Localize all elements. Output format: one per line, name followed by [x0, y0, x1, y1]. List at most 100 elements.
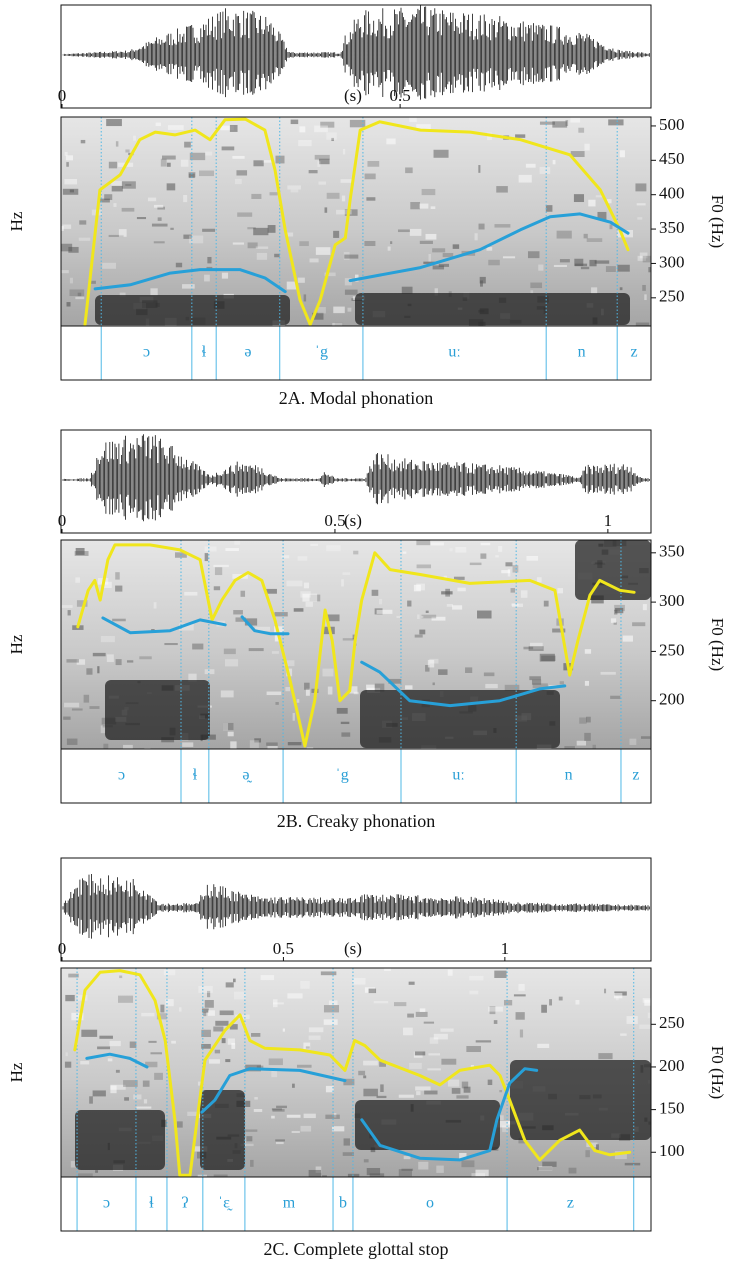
y-tick-label: 400 [659, 184, 685, 203]
spectrogram-texture [309, 258, 319, 263]
spectrogram-texture [584, 680, 590, 686]
waveform [62, 874, 650, 939]
spectrogram-texture [187, 1111, 201, 1117]
spectrogram-texture [65, 1052, 68, 1057]
spectrogram-texture [424, 1090, 438, 1095]
spectrogram-texture [166, 183, 176, 191]
spectrogram-texture [419, 240, 433, 244]
y-tick-label: 150 [659, 1099, 685, 1118]
spectrogram-texture [89, 1096, 93, 1104]
spectrogram-texture [342, 148, 346, 155]
spectrogram-texture [416, 540, 431, 546]
spectrogram-texture [319, 158, 330, 165]
spectrogram-texture [639, 1024, 651, 1029]
spectrogram-texture [480, 553, 487, 559]
spectrogram-texture [419, 629, 426, 635]
segment-label: ə̰ [242, 767, 252, 784]
spectrogram-texture [474, 233, 478, 241]
spectrogram-texture [126, 660, 134, 663]
spectrogram-texture [184, 141, 191, 148]
spectrogram-texture [320, 971, 337, 976]
spectrogram-texture [647, 1012, 651, 1019]
spectrogram-texture [214, 1049, 221, 1054]
spectrogram-texture [513, 994, 526, 997]
spectrogram-texture [595, 195, 603, 198]
spectrogram-texture [398, 1169, 412, 1177]
spectrogram-texture [188, 173, 195, 179]
spectrogram-texture [223, 648, 236, 655]
segment-label: n [578, 344, 586, 361]
spectrogram-texture [206, 266, 213, 270]
spectrogram-texture [415, 1086, 431, 1091]
spectrogram-texture [70, 1161, 78, 1168]
spectrogram-texture [451, 1088, 461, 1094]
spectrogram-texture [136, 217, 147, 220]
spectrogram-texture [609, 224, 613, 230]
spectrogram-texture [421, 188, 436, 196]
spectrogram-texture [266, 742, 278, 746]
spectrogram-texture [570, 151, 585, 158]
spectrogram-texture [489, 1006, 496, 1015]
spectrogram-texture [305, 688, 310, 696]
spectrogram-texture [515, 1012, 525, 1020]
spectrogram-texture [585, 1150, 590, 1158]
spectrogram-texture [352, 634, 355, 640]
spectrogram-texture [414, 634, 423, 638]
spectrogram-texture [559, 259, 570, 263]
spectrogram-texture [64, 178, 78, 185]
spectrogram-texture [433, 1033, 448, 1040]
spectrogram-texture [456, 1095, 469, 1099]
spectrogram-texture [244, 618, 258, 626]
x-tick-label: 0 [58, 939, 67, 958]
spectrogram-texture [68, 246, 79, 253]
spectrogram-texture [552, 159, 556, 165]
spectrogram-texture [299, 241, 309, 247]
spectrogram-texture [233, 978, 236, 983]
spectrogram-texture [559, 681, 564, 685]
spectrogram-texture [334, 322, 344, 326]
spectrogram-texture [222, 722, 234, 730]
spectrogram-texture [78, 1173, 93, 1177]
spectrogram-texture [342, 572, 351, 575]
spectrogram-texture [147, 197, 157, 202]
spectrogram-texture [256, 252, 268, 260]
y-tick-label: 200 [659, 690, 685, 709]
spectrogram-texture [320, 121, 335, 128]
segment-label: ˈg [315, 344, 328, 361]
spectrogram-texture [502, 1125, 509, 1133]
spectrogram-texture [250, 1159, 254, 1167]
spectrogram-texture [133, 135, 136, 141]
spectrogram-texture [66, 659, 79, 663]
spectrogram-texture [650, 1129, 651, 1134]
spectrogram-texture [282, 1028, 285, 1032]
spectrogram-texture [204, 553, 209, 562]
spectrogram-texture [342, 638, 356, 641]
spectrogram-texture [290, 119, 299, 125]
spectrogram-texture [441, 591, 453, 595]
spectrogram-texture [272, 1109, 285, 1112]
spectrogram-texture [500, 1115, 504, 1121]
spectrogram-texture [160, 1004, 165, 1013]
spectrogram-texture [281, 555, 290, 559]
spectrogram-texture [529, 676, 541, 681]
y-tick-label: 350 [659, 542, 685, 561]
curve [83, 117, 630, 326]
spectrogram-texture [326, 614, 340, 622]
spectrogram-texture [100, 635, 115, 643]
spectrogram-texture [502, 256, 516, 259]
y-tick-label: 250 [659, 287, 685, 306]
spectrogram-texture [600, 671, 616, 675]
spectrogram-texture [153, 204, 164, 208]
spectrogram-texture [71, 1012, 84, 1021]
spectrogram-texture [303, 1042, 311, 1050]
spectrogram-texture [610, 618, 617, 623]
spectrogram-texture [175, 262, 183, 268]
spectrogram-texture [488, 1006, 503, 1012]
spectrogram-texture [275, 702, 279, 705]
spectrogram-texture [469, 990, 479, 995]
spectrogram-texture [97, 1046, 111, 1050]
spectrogram-texture [233, 991, 246, 1000]
spectrogram-texture [644, 999, 651, 1006]
spectrogram-texture [478, 165, 481, 173]
spectrogram-texture [414, 1051, 426, 1056]
